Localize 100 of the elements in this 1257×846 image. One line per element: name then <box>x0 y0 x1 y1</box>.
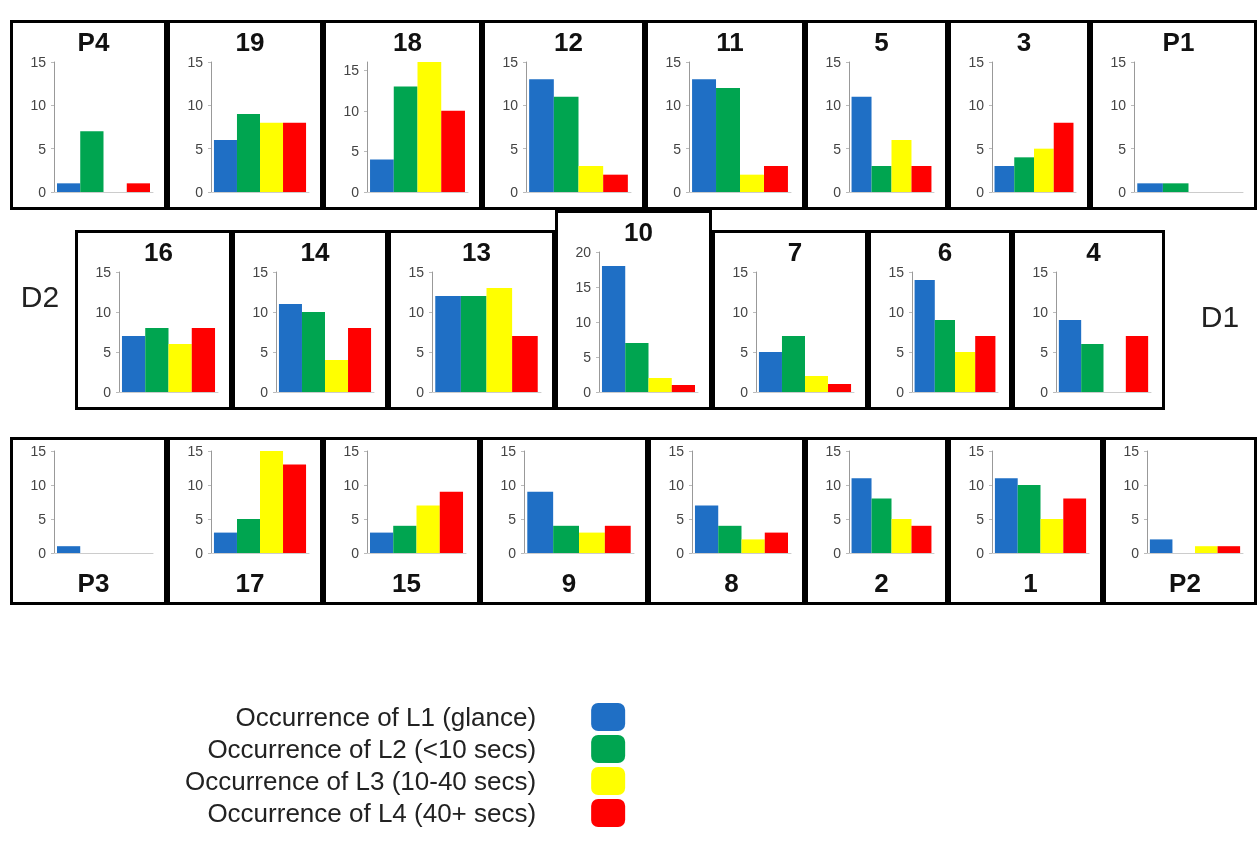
bar <box>601 266 626 392</box>
bar <box>145 328 169 392</box>
text: P3 <box>77 568 110 598</box>
y-tick-label: 15 <box>732 264 749 280</box>
bar <box>348 328 372 392</box>
y-tick-label: 10 <box>668 477 685 493</box>
y-tick-label: 10 <box>575 314 592 330</box>
bar <box>763 166 788 192</box>
y-tick-label: 15 <box>187 443 204 459</box>
bar <box>1058 320 1082 392</box>
y-tick-label: 10 <box>500 477 517 493</box>
y-tick-label: 10 <box>252 304 269 320</box>
text: 1 <box>1023 568 1038 598</box>
bar <box>851 96 872 192</box>
bar <box>213 532 237 553</box>
text: 2 <box>874 568 889 598</box>
y-tick-label: 5 <box>676 511 685 527</box>
y-tick-label: 0 <box>508 545 517 561</box>
bar <box>603 174 628 192</box>
y-tick-label: 5 <box>583 349 592 365</box>
y-tick-label: 0 <box>740 384 749 400</box>
y-tick-label: 10 <box>968 97 985 114</box>
y-tick-label: 15 <box>252 264 269 280</box>
bar <box>911 525 932 553</box>
y-tick-label: 20 <box>575 244 592 260</box>
bar <box>393 86 418 192</box>
bar <box>716 88 740 192</box>
bar <box>604 525 631 553</box>
bar <box>260 122 284 192</box>
bar <box>994 166 1015 192</box>
bar <box>740 174 764 192</box>
bar <box>891 519 912 553</box>
y-tick-label: 15 <box>968 54 985 70</box>
y-tick-label: 0 <box>1040 384 1049 400</box>
bar <box>301 312 325 392</box>
legend-label: Occurrence of L4 (40+ secs) <box>207 798 537 828</box>
bar <box>236 519 260 553</box>
bar <box>191 328 216 392</box>
bar <box>121 336 146 392</box>
chart-title: 13 <box>462 237 491 267</box>
y-tick-label: 5 <box>195 140 204 157</box>
y-tick-label: 15 <box>502 54 519 70</box>
y-tick-label: 10 <box>30 477 47 493</box>
y-tick-label: 10 <box>343 102 360 119</box>
bar <box>283 122 307 192</box>
text: D1 <box>1199 300 1241 334</box>
bar <box>325 360 349 392</box>
y-tick-label: 5 <box>896 344 905 360</box>
y-tick-label: 15 <box>343 443 360 459</box>
y-tick-label: 5 <box>510 140 519 157</box>
chart-title: 7 <box>787 237 803 267</box>
bar <box>213 140 237 192</box>
bar <box>1017 485 1041 553</box>
bar <box>694 505 719 553</box>
chart-title: 19 <box>235 27 265 57</box>
bar <box>671 385 696 392</box>
chart-title: P1 <box>1162 27 1195 57</box>
bar <box>1014 157 1034 192</box>
bar <box>553 96 579 192</box>
chart-title: P4 <box>77 27 110 57</box>
y-tick-label: 10 <box>502 97 519 114</box>
y-tick-label: 5 <box>195 511 204 527</box>
bar <box>911 166 932 192</box>
legend-label: Occurrence of L2 (<10 secs) <box>207 734 537 764</box>
legend-label: Occurrence of L1 (glance) <box>235 702 537 732</box>
y-tick-label: 15 <box>968 443 985 459</box>
y-tick-label: 5 <box>38 140 47 157</box>
y-tick-label: 10 <box>968 477 985 493</box>
y-tick-label: 0 <box>416 384 425 400</box>
y-tick-label: 0 <box>583 384 592 400</box>
bar <box>260 451 284 553</box>
chart-title: 16 <box>144 237 173 267</box>
bar <box>236 114 260 192</box>
bar <box>828 384 852 392</box>
y-tick-label: 5 <box>416 344 425 360</box>
y-tick-label: 10 <box>732 304 749 320</box>
y-tick-label: 0 <box>195 545 204 561</box>
y-tick-label: 15 <box>408 264 425 280</box>
bar <box>851 478 872 553</box>
bar <box>393 525 417 553</box>
text: 9 <box>561 568 577 598</box>
bar <box>955 352 976 392</box>
y-tick-label: 0 <box>1131 545 1140 561</box>
y-tick-label: 0 <box>976 545 985 561</box>
y-tick-label: 10 <box>825 97 842 114</box>
bar <box>871 166 892 192</box>
y-tick-label: 0 <box>673 184 682 200</box>
chart-title: 12 <box>554 27 583 57</box>
bar <box>625 343 649 392</box>
y-tick-label: 10 <box>30 97 47 114</box>
y-tick-label: 5 <box>103 344 112 360</box>
y-tick-label: 0 <box>896 384 905 400</box>
y-tick-label: 15 <box>343 62 360 79</box>
text: 8 <box>724 568 739 598</box>
chart-title: 6 <box>937 237 953 267</box>
bar <box>871 498 892 553</box>
bar <box>527 491 554 553</box>
y-tick-label: 0 <box>676 545 685 561</box>
y-tick-label: 5 <box>833 140 842 157</box>
bar <box>416 505 440 553</box>
